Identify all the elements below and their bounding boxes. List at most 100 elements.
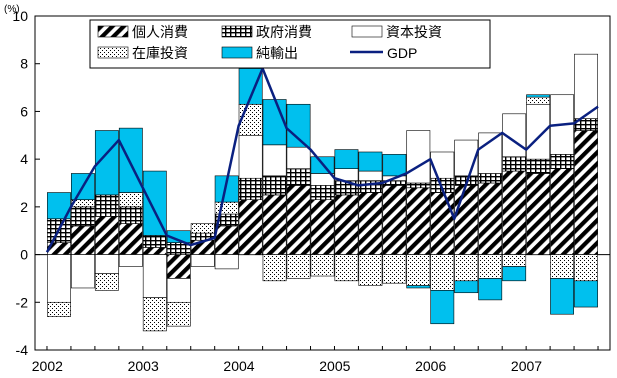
bar-segment-inventory	[214, 201, 239, 215]
bar-segment-private	[430, 192, 455, 255]
bar-segment-inventory	[526, 96, 551, 105]
bar-segment-inventory	[286, 254, 311, 279]
bar-segment-net_exports	[502, 266, 527, 282]
bar-segment-investment	[142, 254, 167, 298]
bar-segment-inventory	[94, 273, 119, 291]
x-tick-label: 2006	[415, 358, 446, 374]
bar-segment-investment	[71, 254, 95, 289]
y-tick-label: 2	[20, 199, 28, 215]
bar-segment-investment	[478, 132, 503, 174]
x-tick-label: 2003	[128, 358, 159, 374]
x-tick-label: 2007	[511, 358, 542, 374]
bar-segment-net_exports	[526, 94, 551, 98]
bar-segment-government	[478, 173, 503, 184]
bar-segment-investment	[94, 254, 119, 274]
plot-frame	[34, 15, 611, 351]
bar-segment-net_exports	[454, 280, 479, 294]
bar-segment-net_exports	[334, 149, 359, 169]
bar-segment-private	[526, 173, 551, 255]
bar-segment-investment	[526, 103, 551, 160]
bar-segment-investment	[286, 146, 311, 169]
bar-segment-private	[310, 199, 335, 255]
bar-segment-government	[502, 156, 527, 172]
y-tick-label: 0	[20, 247, 28, 263]
legend-box	[89, 19, 491, 69]
bar-segment-inventory	[358, 254, 383, 286]
bar-segment-investment	[47, 254, 71, 303]
y-tick-label: 10	[12, 8, 28, 24]
bar-segment-inventory	[166, 301, 191, 327]
bar-segment-investment	[118, 254, 143, 267]
bar-segment-inventory	[47, 301, 71, 317]
bars	[47, 53, 598, 332]
bar-segment-investment	[166, 278, 191, 303]
bar-segment-government	[310, 185, 335, 200]
bar-segment-private	[166, 254, 191, 279]
bar-segment-government	[262, 175, 287, 196]
bar-segment-government	[142, 235, 167, 248]
bar-segment-government	[550, 154, 575, 169]
bar-segment-inventory	[382, 254, 407, 284]
bar-segment-inventory	[190, 223, 215, 234]
x-tick-label: 2004	[223, 358, 254, 374]
bar-segment-inventory	[478, 254, 503, 279]
bar-segment-inventory	[310, 254, 335, 277]
bar-segment-inventory	[334, 254, 359, 282]
legend-swatch-net_exports	[221, 46, 253, 59]
bar-segment-investment	[406, 130, 431, 184]
bar-segment-investment	[358, 170, 383, 181]
legend-swatch-private	[97, 25, 129, 38]
bar-segment-private	[286, 185, 311, 255]
bar-segment-private	[238, 199, 263, 255]
bar-segment-inventory	[262, 254, 287, 282]
bar-segment-private	[502, 170, 527, 255]
y-tick-label: -4	[16, 342, 29, 358]
bar-segment-net_exports	[382, 154, 407, 177]
gdp-line	[45, 67, 599, 253]
bar-segment-government	[526, 158, 551, 174]
bar-segment-government	[238, 177, 263, 200]
bar-segment-government	[71, 206, 95, 227]
legend-label-investment: 資本投資	[386, 24, 442, 40]
bar-segment-inventory	[118, 192, 143, 208]
bar-segment-government	[118, 206, 143, 224]
legend-swatch-investment	[351, 25, 383, 38]
bar-segment-net_exports	[550, 278, 575, 315]
bar-segment-inventory	[430, 254, 455, 291]
legend-label-gdp: GDP	[387, 45, 417, 61]
legend-swatch-government	[221, 25, 253, 38]
bar-segment-private	[94, 216, 119, 255]
y-tick-label: 8	[20, 56, 28, 72]
y-tick-label: 4	[20, 151, 28, 167]
legend-label-inventory: 在庫投資	[132, 45, 188, 61]
bar-segment-government	[406, 182, 431, 189]
bar-segment-net_exports	[262, 99, 287, 146]
bar-segment-inventory	[142, 297, 167, 332]
bar-segment-investment	[238, 134, 263, 179]
bar-segment-investment	[430, 151, 455, 179]
bar-segment-inventory	[574, 254, 598, 282]
bar-segment-government	[286, 168, 311, 186]
legend-label-government: 政府消費	[256, 24, 312, 40]
bar-segment-net_exports	[478, 278, 503, 301]
bar-segment-net_exports	[286, 103, 311, 148]
bar-segment-private	[118, 223, 143, 255]
bar-segment-net_exports	[358, 151, 383, 172]
legend-label-private: 個人消費	[132, 24, 188, 40]
bar-segment-private	[478, 182, 503, 255]
bar-segment-net_exports	[430, 290, 455, 325]
legend-swatch-inventory	[97, 46, 129, 59]
bar-segment-net_exports	[574, 280, 598, 308]
bar-segment-net_exports	[406, 285, 431, 289]
bar-segment-investment	[214, 254, 239, 270]
bar-segment-private	[454, 185, 479, 255]
bar-segment-private	[358, 192, 383, 255]
x-tick-label: 2005	[319, 358, 350, 374]
bar-segment-private	[406, 187, 431, 255]
x-tick-label: 2002	[32, 358, 63, 374]
legend-label-net_exports: 純輸出	[256, 45, 298, 61]
bar-segment-inventory	[406, 254, 431, 286]
bar-segment-private	[214, 225, 239, 255]
